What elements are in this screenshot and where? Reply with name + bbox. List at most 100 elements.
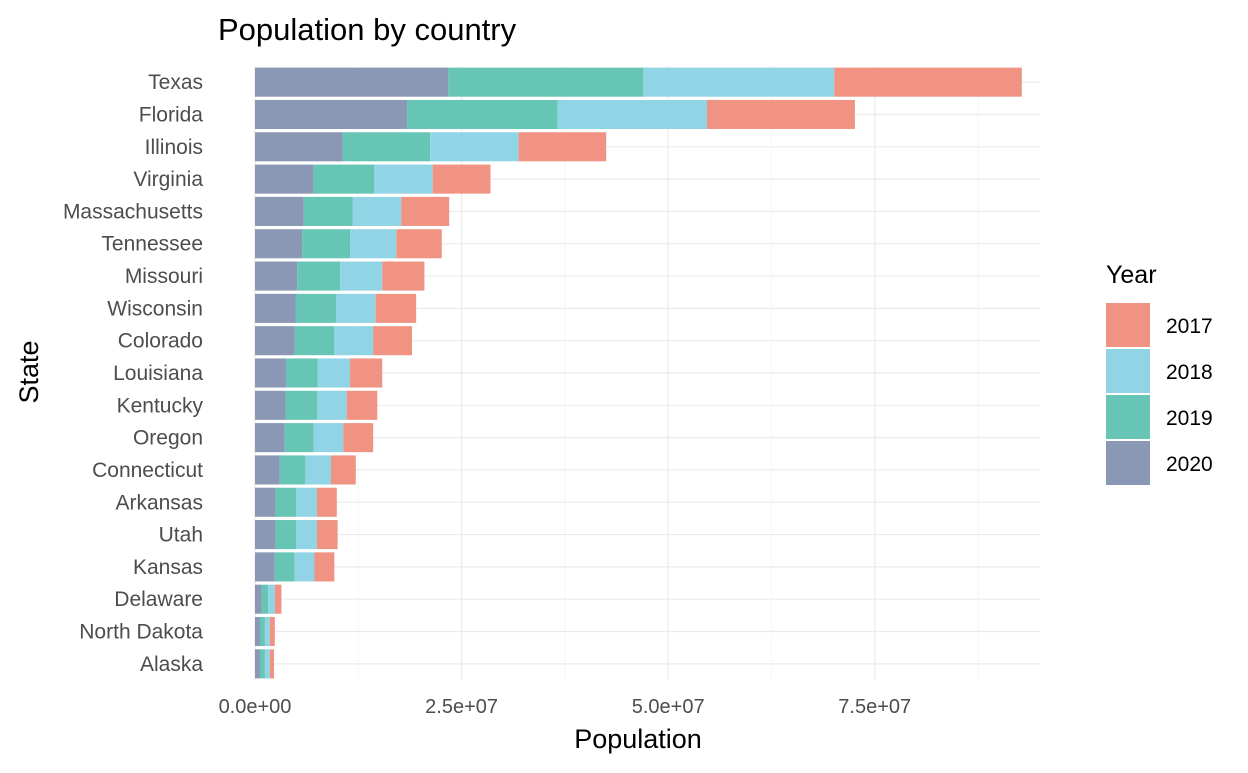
bar-north-dakota-2019	[259, 616, 265, 647]
bar-kansas-2018	[294, 552, 315, 582]
y-tick-labels: Texas Florida Illinois Virginia Massachusett…	[63, 71, 204, 676]
bar-alaska-2018	[264, 649, 270, 679]
bar-wisconsin-2018	[335, 293, 376, 323]
bar-connecticut-2017	[331, 455, 356, 485]
x-tick-labels: 0.0e+00 2.5e+07 5.0e+07 7.5e+07	[219, 696, 912, 718]
y-tick-label: Oregon	[133, 427, 203, 450]
y-axis-title: State	[14, 340, 44, 403]
bar-utah-2020	[255, 520, 276, 550]
bar-kentucky-2019	[285, 390, 317, 420]
bar-illinois-2018	[430, 132, 519, 162]
bar-missouri-2019	[297, 261, 341, 291]
bar-alaska-2017	[269, 649, 275, 679]
y-tick-label: Alaska	[140, 653, 203, 676]
bar-kansas-2019	[274, 552, 295, 582]
bar-massachusetts-2020	[255, 196, 304, 226]
y-tick-label: Kentucky	[117, 394, 204, 417]
x-tick-label: 2.5e+07	[425, 696, 498, 718]
bar-colorado-2017	[373, 326, 412, 356]
bar-texas-2019	[448, 67, 644, 97]
bar-missouri-2017	[382, 261, 425, 291]
bar-kentucky-2018	[316, 390, 347, 420]
bars	[255, 67, 1022, 679]
bar-illinois-2017	[518, 132, 607, 162]
y-tick-label: Virginia	[133, 168, 203, 191]
bar-louisiana-2018	[317, 358, 351, 388]
y-tick-label: Missouri	[125, 265, 203, 288]
bar-connecticut-2020	[255, 455, 280, 485]
bar-missouri-2020	[255, 261, 298, 291]
legend-key-2018	[1106, 349, 1150, 393]
bar-oregon-2019	[284, 423, 314, 453]
bar-wisconsin-2019	[295, 293, 336, 323]
bar-illinois-2020	[255, 132, 343, 162]
bar-north-dakota-2018	[264, 616, 270, 647]
chart-title: Population by country	[218, 12, 517, 47]
bar-florida-2017	[706, 99, 855, 130]
bar-connecticut-2019	[279, 455, 306, 485]
bar-louisiana-2017	[350, 358, 383, 388]
bar-tennessee-2018	[350, 229, 397, 259]
bar-north-dakota-2017	[269, 616, 275, 647]
bar-colorado-2019	[294, 326, 335, 356]
bar-arkansas-2017	[316, 487, 337, 517]
bar-florida-2019	[407, 99, 558, 130]
y-tick-label: Delaware	[114, 588, 203, 611]
legend: Year 2017 2018 2019 2020	[1106, 261, 1213, 485]
y-tick-label: Wisconsin	[107, 297, 203, 320]
bar-delaware-2017	[274, 584, 282, 614]
bar-massachusetts-2019	[303, 196, 353, 226]
bar-oregon-2018	[313, 423, 344, 453]
y-tick-label: Connecticut	[92, 459, 203, 482]
y-tick-label: Utah	[159, 524, 203, 547]
bar-connecticut-2018	[305, 455, 332, 485]
bar-utah-2017	[316, 520, 338, 550]
y-tick-label: Louisiana	[113, 362, 203, 385]
bar-kansas-2020	[255, 552, 275, 582]
bar-alaska-2019	[259, 649, 265, 679]
bar-colorado-2020	[255, 326, 295, 356]
bar-texas-2020	[255, 67, 449, 97]
bar-missouri-2018	[340, 261, 383, 291]
bar-texas-2017	[834, 67, 1022, 97]
bar-tennessee-2019	[302, 229, 351, 259]
bar-delaware-2018	[268, 584, 275, 614]
bar-massachusetts-2018	[352, 196, 402, 226]
bar-virginia-2017	[432, 164, 491, 194]
legend-title: Year	[1106, 261, 1157, 289]
y-tick-label: Massachusetts	[63, 200, 203, 223]
legend-key-2020	[1106, 441, 1150, 485]
x-tick-label: 7.5e+07	[838, 696, 911, 718]
bar-arkansas-2019	[275, 487, 297, 517]
bar-florida-2018	[557, 99, 707, 130]
y-tick-label: Texas	[148, 71, 203, 94]
bar-kentucky-2017	[346, 390, 378, 420]
bar-oregon-2017	[343, 423, 374, 453]
legend-label-2020: 2020	[1166, 453, 1213, 476]
bar-tennessee-2017	[396, 229, 442, 259]
y-tick-label: Florida	[139, 103, 204, 126]
bar-wisconsin-2017	[375, 293, 417, 323]
legend-key-2017	[1106, 303, 1150, 347]
y-tick-label: Illinois	[145, 136, 203, 159]
y-tick-label: Tennessee	[101, 233, 203, 256]
y-tick-label: Arkansas	[115, 491, 203, 514]
bar-texas-2018	[643, 67, 835, 97]
bar-virginia-2020	[255, 164, 314, 194]
bar-utah-2019	[275, 520, 297, 550]
bar-arkansas-2018	[296, 487, 317, 517]
bar-massachusetts-2017	[401, 196, 450, 226]
bar-tennessee-2020	[255, 229, 303, 259]
legend-label-2019: 2019	[1166, 407, 1213, 430]
legend-label-2018: 2018	[1166, 361, 1213, 384]
x-tick-label: 0.0e+00	[219, 696, 292, 718]
bar-oregon-2020	[255, 423, 285, 453]
bar-utah-2018	[296, 520, 317, 550]
bar-arkansas-2020	[255, 487, 276, 517]
bar-virginia-2019	[313, 164, 374, 194]
bar-illinois-2019	[342, 132, 431, 162]
legend-key-2019	[1106, 395, 1150, 439]
legend-label-2017: 2017	[1166, 315, 1213, 338]
